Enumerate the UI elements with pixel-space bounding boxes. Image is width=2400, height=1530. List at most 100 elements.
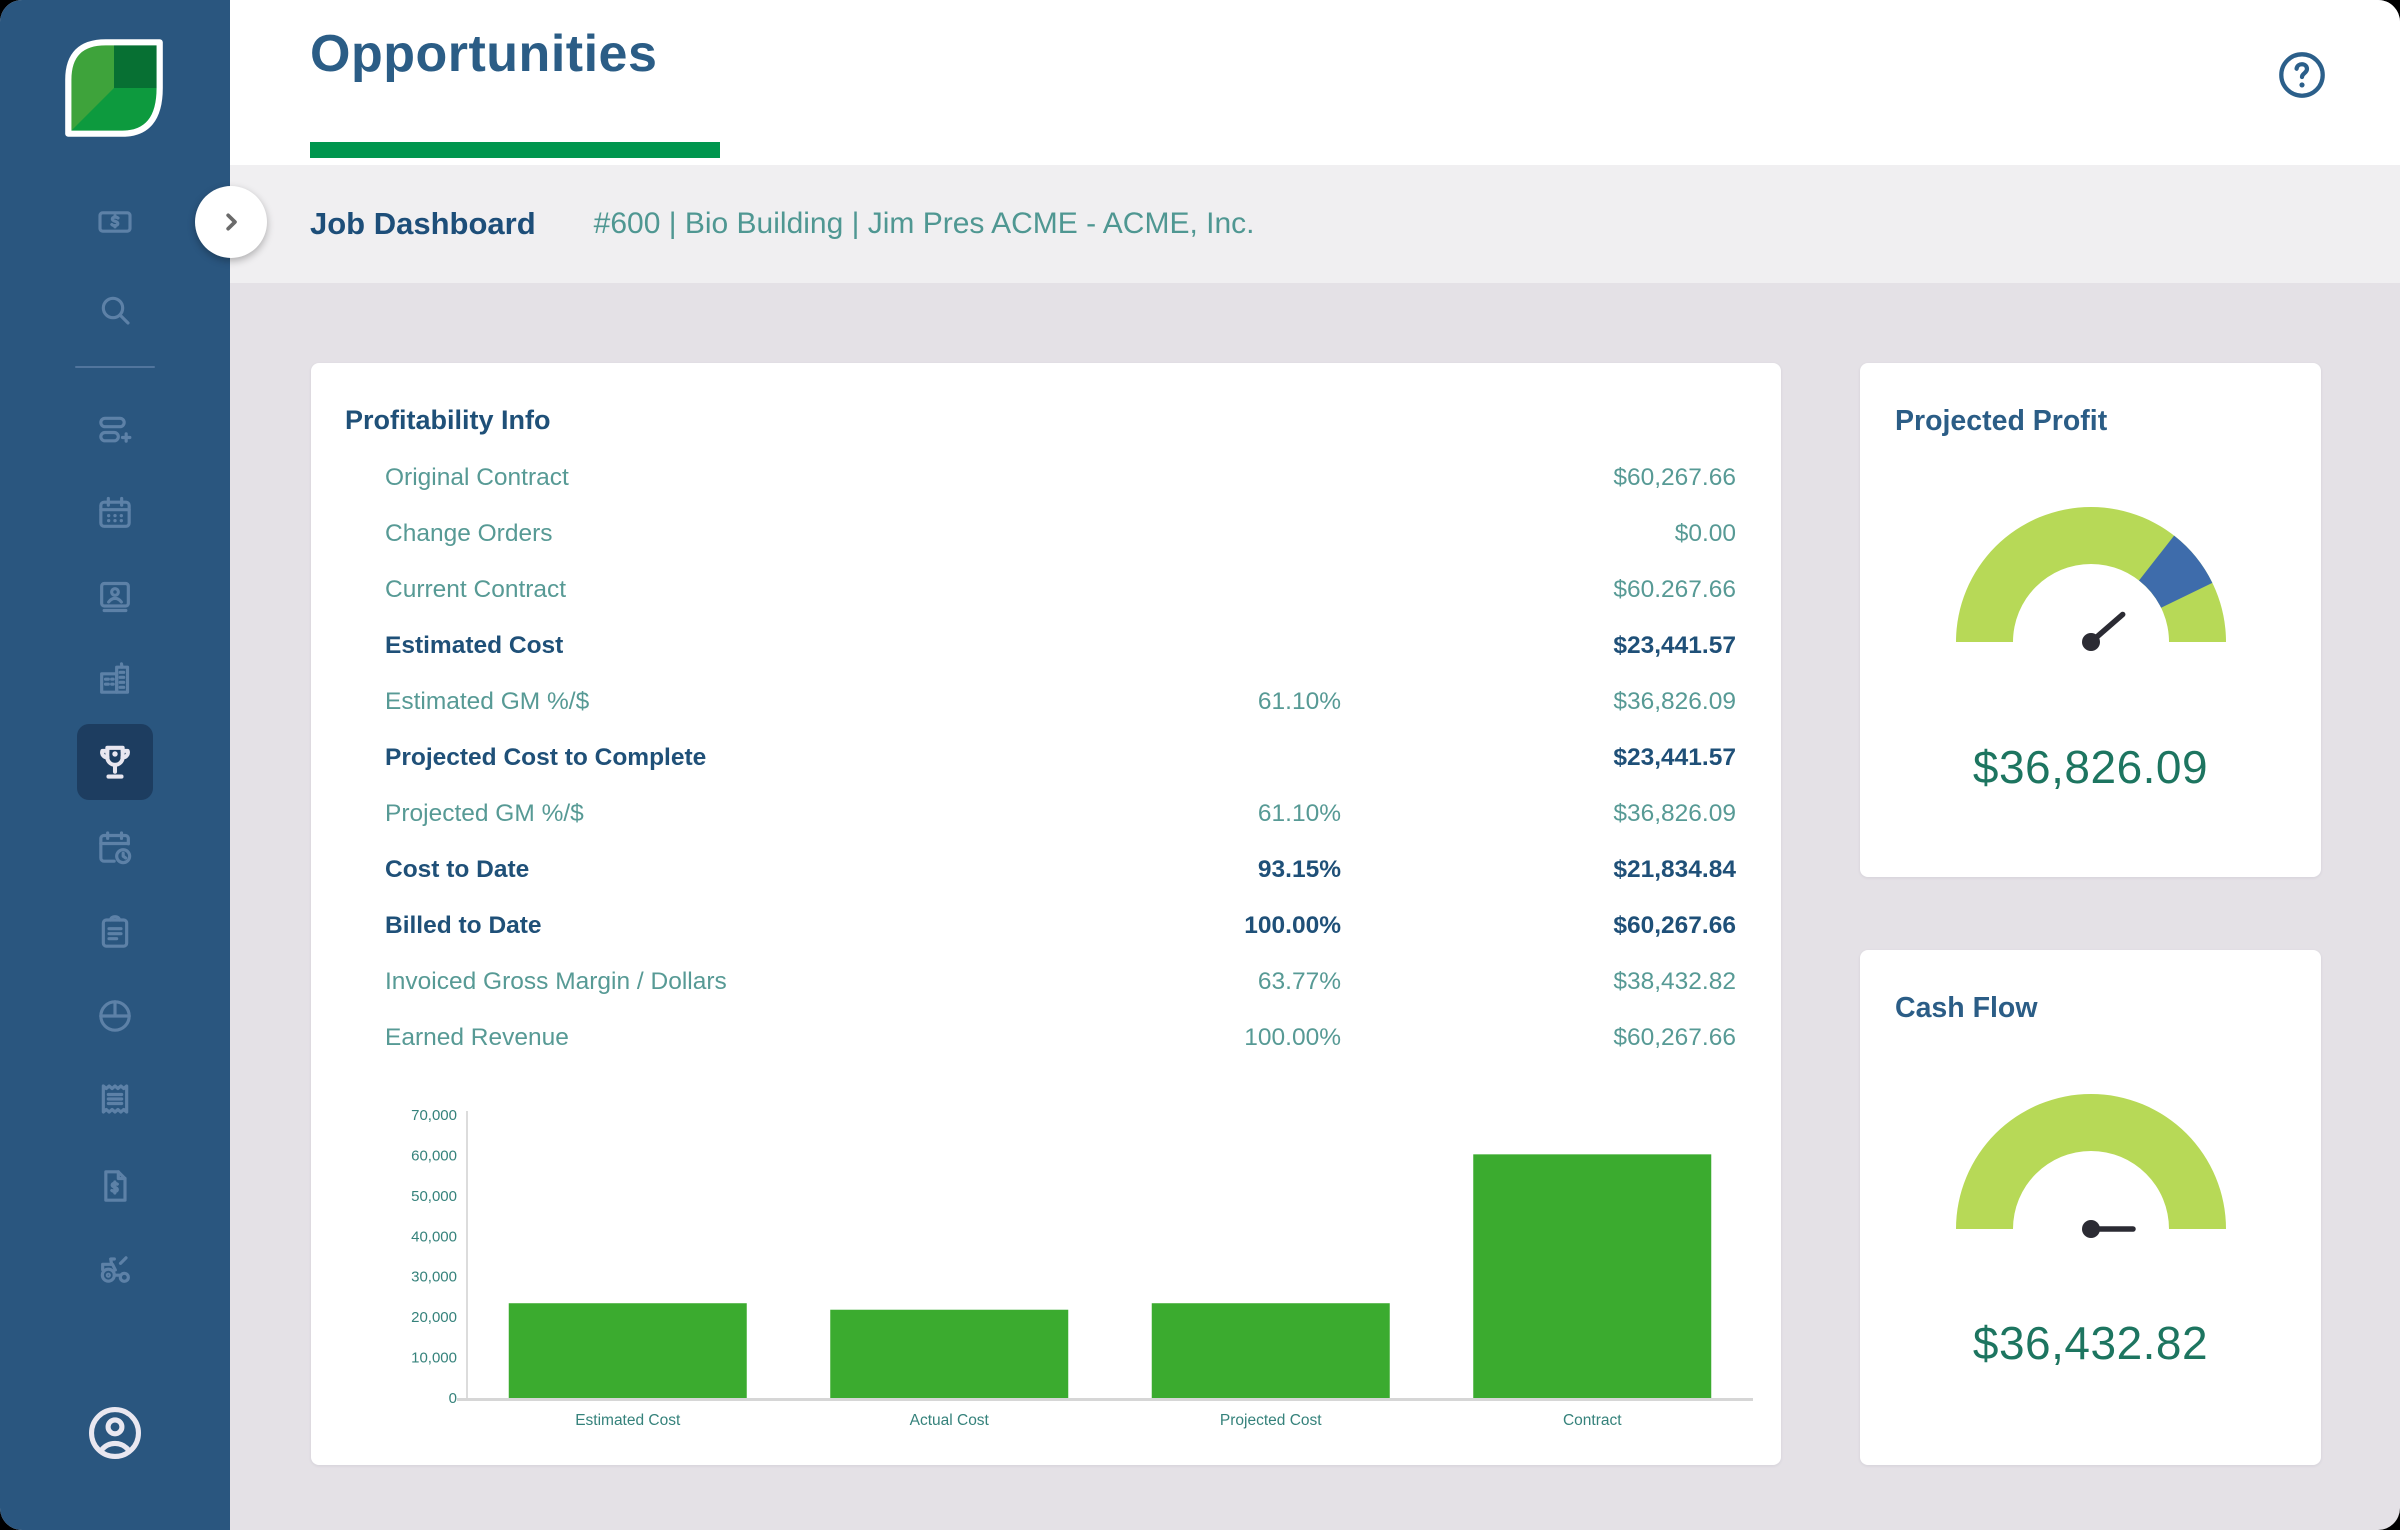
row-label: Current Contract [385,576,567,603]
breadcrumb-section[interactable]: Job Dashboard [310,206,536,241]
profitability-title: Profitability Info [345,405,551,435]
cash-flow-card: Cash Flow $36,432.82 [1860,950,2321,1465]
svg-text:40,000: 40,000 [411,1228,457,1245]
sidebar-item-reports[interactable] [87,988,143,1044]
breadcrumb-job-title: #600 | Bio Building | Jim Pres ACME - AC… [593,207,1255,240]
row-label: Projected Cost to Complete [385,744,707,771]
sidebar-item-jobs-add[interactable] [87,402,143,458]
row-value: $23,441.57 [1613,744,1736,771]
row-value: $60.267.66 [1613,576,1736,603]
row-label: Change Orders [385,520,553,547]
calendar-icon [99,496,131,528]
row-label: Estimated GM %/$ [385,688,590,715]
app-logo[interactable] [56,34,172,142]
chevron-right-icon [226,213,237,231]
sidebar-item-company[interactable] [87,650,143,706]
svg-text:60,000: 60,000 [411,1147,457,1164]
row-value: $23,441.57 [1613,632,1736,659]
sidebar-item-tasks[interactable] [87,904,143,960]
projected-profit-value: $36,826.09 [1972,741,2209,793]
profitability-card: Profitability Info Original Contract $60,… [311,363,1781,1465]
job-costs-bar-chart: 0 10,000 20,000 30,000 40,000 50,000 60,000 70,… [311,1103,1781,1443]
sidebar-item-contacts[interactable] [87,568,143,624]
svg-text:Actual Cost: Actual Cost [910,1412,990,1429]
money-icon [98,211,132,233]
projected-profit-gauge [1955,494,2226,654]
svg-text:Contract: Contract [1563,1412,1622,1429]
title-underline-accent [310,142,720,158]
sidebar-item-invoices[interactable] [87,1158,143,1214]
profitability-row: Estimated GM %/$ 61.10% $36,826.09 [311,674,1781,730]
profitability-row: Current Contract $60.267.66 [311,562,1781,618]
row-label: Projected GM %/$ [385,800,584,827]
company-icon [100,662,130,694]
row-value: $60,267.66 [1613,912,1736,939]
cash-flow-gauge [1955,1081,2226,1241]
jobs-add-icon [99,416,132,443]
invoices-icon [104,1170,127,1202]
sidebar-item-equipment[interactable] [87,1240,143,1296]
svg-text:20,000: 20,000 [411,1309,457,1326]
sidebar-divider [75,366,155,368]
profitability-table: Original Contract $60,267.66 Change Orders… [311,450,1781,1066]
sidebar-item-search[interactable] [87,282,143,338]
schedule-time-icon [99,831,132,865]
leaf-logo-icon [65,39,163,137]
search-icon [101,296,130,325]
projected-profit-title: Projected Profit [1895,405,2108,437]
breadcrumb: Job Dashboard #600 | Bio Building | Jim … [230,165,2400,283]
row-percent: 63.77% [1257,968,1341,995]
sidebar-item-opportunities[interactable] [77,724,153,800]
row-label: Original Contract [385,464,569,491]
row-percent: 100.00% [1244,912,1341,939]
profitability-row: Billed to Date 100.00% $60,267.66 [311,898,1781,954]
cash-flow-title: Cash Flow [1895,992,2038,1024]
row-value: $21,834.84 [1613,856,1736,883]
profitability-row: Change Orders $0.00 [311,506,1781,562]
sidebar [0,0,230,1530]
bar-chart-svg: 0 10,000 20,000 30,000 40,000 50,000 60,000 70,… [411,1107,1753,1429]
sidebar-item-schedule-time[interactable] [87,820,143,876]
projected-profit-card: Projected Profit $36,826.09 [1860,363,2321,877]
svg-text:70,000: 70,000 [411,1107,457,1124]
projected-profit-gauge-svg [1955,507,2226,651]
svg-text:0: 0 [449,1390,457,1407]
row-value: $60,267.66 [1613,464,1736,491]
row-value: $38,432.82 [1613,968,1736,995]
opportunities-icon [100,745,130,779]
top-header: Opportunities [230,0,2400,165]
row-label: Estimated Cost [385,632,564,659]
profitability-row: Projected GM %/$ 61.10% $36,826.09 [311,786,1781,842]
sidebar-item-calendar[interactable] [87,485,143,541]
user-avatar-button[interactable] [83,1401,147,1465]
user-avatar-icon [88,1406,142,1460]
profitability-row: Projected Cost to Complete $23,441.57 [311,730,1781,786]
row-label: Cost to Date [385,856,530,883]
profitability-row: Original Contract $60,267.66 [311,450,1781,506]
profitability-row: Earned Revenue 100.00% $60,267.66 [311,1010,1781,1066]
row-label: Earned Revenue [385,1024,569,1051]
svg-text:30,000: 30,000 [411,1269,457,1286]
row-percent: 61.10% [1257,688,1341,715]
row-value: $36,826.09 [1613,688,1736,715]
sidebar-item-receipts[interactable] [87,1071,143,1127]
help-button[interactable] [2275,48,2329,102]
reports-icon [99,1000,131,1032]
profitability-row: Cost to Date 93.15% $21,834.84 [311,842,1781,898]
profitability-row: Invoiced Gross Margin / Dollars 63.77% $38… [311,954,1781,1010]
cash-flow-gauge-svg [1955,1094,2226,1238]
row-percent: 93.15% [1257,856,1341,883]
equipment-icon [100,1256,130,1283]
row-value: $60,267.66 [1613,1024,1736,1051]
svg-text:Projected Cost: Projected Cost [1220,1412,1322,1429]
svg-text:10,000: 10,000 [411,1350,457,1367]
row-label: Billed to Date [385,912,542,939]
sidebar-collapse-button[interactable] [195,186,267,258]
row-value: $0.00 [1674,520,1736,547]
svg-text:50,000: 50,000 [411,1188,457,1205]
sidebar-item-money[interactable] [87,194,143,250]
row-percent: 61.10% [1257,800,1341,827]
svg-text:Estimated Cost: Estimated Cost [575,1412,681,1429]
profitability-row: Estimated Cost $23,441.57 [311,618,1781,674]
